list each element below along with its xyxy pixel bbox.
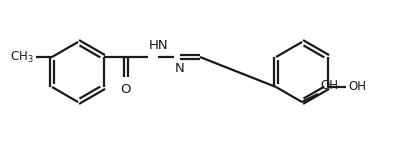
Text: OH: OH — [348, 81, 366, 93]
Text: CH$_3$: CH$_3$ — [10, 49, 34, 65]
Text: HN: HN — [149, 39, 168, 52]
Text: OH: OH — [320, 79, 338, 92]
Text: N: N — [175, 62, 185, 75]
Text: O: O — [121, 83, 131, 96]
